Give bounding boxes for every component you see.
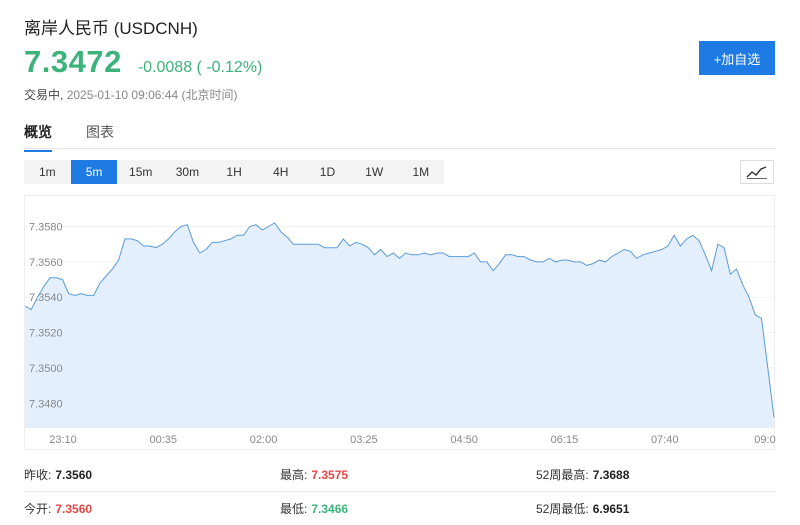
stats-row-1: 昨收: 7.3560 最高: 7.3575 52周最高: 7.3688	[24, 458, 775, 492]
status-text: 交易中,	[24, 88, 64, 102]
stat-52w-high: 52周最高: 7.3688	[536, 466, 775, 483]
price-row: 7.3472 -0.0088 ( -0.12%)	[24, 44, 262, 80]
period-1m[interactable]: 1m	[39, 165, 56, 179]
y-tick-label: 7.3480	[29, 398, 63, 410]
period-1w[interactable]: 1W	[365, 165, 384, 179]
stat-value: 6.9651	[592, 502, 630, 516]
stat-value: 7.3575	[311, 468, 349, 482]
tab-overview[interactable]: 概览	[24, 122, 52, 152]
period-30m[interactable]: 30m	[175, 165, 200, 179]
stats-row-2: 今开: 7.3560 最低: 7.3466 52周最低: 6.9651	[24, 492, 775, 525]
x-tick-label: 07:40	[651, 434, 679, 446]
period-4h[interactable]: 4H	[273, 165, 289, 179]
stats-panel: 昨收: 7.3560 最高: 7.3575 52周最高: 7.3688 今开: 7.35…	[24, 458, 775, 525]
period-1h[interactable]: 1H	[226, 165, 242, 179]
stat-prev-close: 昨收: 7.3560	[24, 466, 280, 483]
line-chart-icon	[746, 166, 767, 179]
x-tick-label: 00:35	[150, 434, 178, 446]
stat-label: 昨收:	[24, 468, 52, 482]
stat-value: 7.3466	[311, 502, 349, 516]
period-5m[interactable]: 5m	[70, 160, 118, 184]
price-change: -0.0088 ( -0.12%)	[138, 59, 263, 77]
tab-divider	[24, 148, 776, 149]
stat-high: 最高: 7.3575	[280, 466, 536, 483]
current-price: 7.3472	[24, 44, 122, 79]
tab-bar: 概览 图表	[24, 122, 148, 152]
x-tick-label: 04:50	[450, 434, 478, 446]
stat-label: 52周最低:	[536, 502, 589, 516]
x-tick-label: 23:10	[49, 434, 77, 446]
add-watchlist-button[interactable]: +加自选	[699, 41, 775, 75]
x-tick-label: 02:00	[250, 434, 278, 446]
stat-value: 7.3688	[592, 468, 630, 482]
page-title: 离岸人民币 (USDCNH)	[24, 19, 198, 38]
x-tick-label: 06:15	[551, 434, 579, 446]
period-1d[interactable]: 1D	[319, 165, 336, 179]
stat-label: 今开:	[24, 502, 52, 516]
period-15m[interactable]: 15m	[129, 165, 153, 179]
stat-label: 最低:	[280, 502, 308, 516]
chart-area	[25, 223, 774, 428]
chart-svg: 7.3580 7.3560 7.3540 7.3520 7.3500 7.3480 23:…	[24, 222, 776, 446]
y-tick-label: 7.3560	[29, 257, 63, 269]
stat-low: 最低: 7.3466	[280, 500, 536, 517]
timestamp: 2025-01-10 09:06:44	[66, 88, 179, 102]
y-tick-label: 7.3540	[29, 292, 63, 304]
period-1mo[interactable]: 1M	[412, 165, 430, 179]
y-tick-label: 7.3500	[29, 363, 63, 375]
tab-chart[interactable]: 图表	[86, 124, 114, 140]
stat-52w-low: 52周最低: 6.9651	[536, 500, 775, 517]
x-tick-label: 03:25	[350, 434, 378, 446]
y-tick-label: 7.3580	[29, 222, 63, 234]
chart-line	[24, 222, 775, 418]
timezone: (北京时间)	[181, 88, 238, 102]
stat-value: 7.3560	[55, 468, 93, 482]
trading-status: 交易中, 2025-01-10 09:06:44 (北京时间)	[24, 86, 237, 103]
chart-type-button[interactable]	[740, 160, 774, 184]
y-tick-label: 7.3520	[29, 328, 63, 340]
stat-open: 今开: 7.3560	[24, 500, 280, 517]
x-tick-label: 09:0	[754, 434, 775, 446]
change-value: -0.0088	[137, 59, 193, 76]
price-chart[interactable]: 7.3580 7.3560 7.3540 7.3520 7.3500 7.3480 23:…	[24, 195, 776, 450]
stat-label: 52周最高:	[536, 468, 589, 482]
stat-label: 最高:	[280, 468, 308, 482]
change-percent: ( -0.12%)	[196, 59, 263, 76]
period-selector: 1m 5m 15m 30m 1H 4H 1D 1W 1M	[24, 160, 445, 184]
stat-value: 7.3560	[55, 502, 93, 516]
